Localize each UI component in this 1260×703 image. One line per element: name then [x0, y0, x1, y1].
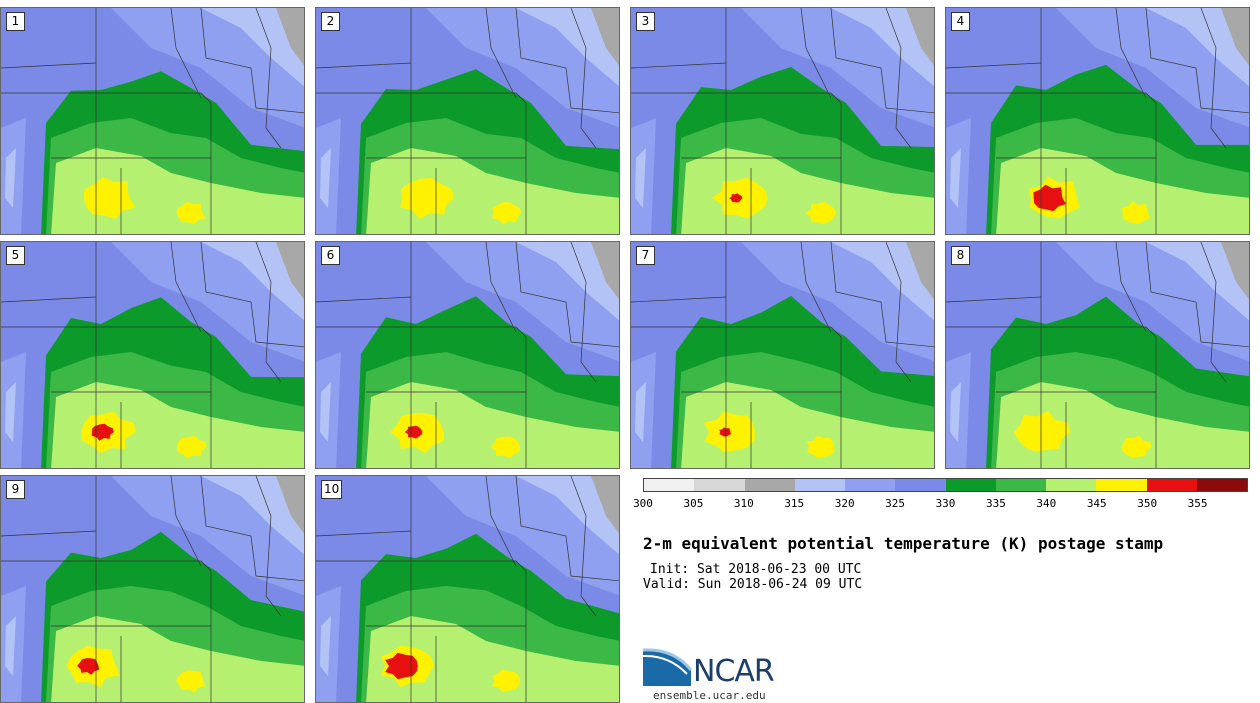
colorbar-swatch: [1046, 479, 1097, 491]
colorbar-swatch: [1146, 479, 1197, 491]
ensemble-member-panel: 10: [315, 475, 620, 703]
member-number-label: 3: [636, 12, 655, 31]
colorbar-tick-label: 330: [935, 497, 956, 510]
member-number-label: 4: [951, 12, 970, 31]
member-number-label: 9: [6, 480, 25, 499]
member-number-label: 8: [951, 246, 970, 265]
member-number-label: 6: [321, 246, 340, 265]
colorbar-tick-label: 350: [1137, 497, 1158, 510]
colorbar-swatch: [995, 479, 1046, 491]
member-number-label: 5: [6, 246, 25, 265]
ensemble-member-panel: 2: [315, 7, 620, 235]
colorbar-swatch: [945, 479, 996, 491]
colorbar-tick-label: 340: [1036, 497, 1057, 510]
colorbar: [643, 478, 1248, 492]
colorbar-tick-label: 335: [985, 497, 1006, 510]
colorbar-tick-label: 305: [683, 497, 704, 510]
member-number-label: 2: [321, 12, 340, 31]
valid-time: Valid: Sun 2018-06-24 09 UTC: [643, 577, 863, 592]
member-number-label: 10: [321, 480, 343, 499]
colorbar-swatch: [694, 479, 745, 491]
ensemble-member-panel: 7: [630, 241, 935, 469]
ensemble-member-panel: 1: [0, 7, 305, 235]
colorbar-tick-label: 320: [834, 497, 855, 510]
ncar-logo-icon: [643, 648, 693, 686]
colorbar-swatch: [1196, 479, 1247, 491]
ensemble-member-panel: 9: [0, 475, 305, 703]
map-title: 2-m equivalent potential temperature (K)…: [643, 534, 1164, 553]
colorbar-swatch: [794, 479, 845, 491]
init-time: Init: Sat 2018-06-23 00 UTC: [650, 562, 862, 577]
colorbar-tick-label: 345: [1086, 497, 1107, 510]
colorbar-tick-label: 310: [733, 497, 754, 510]
colorbar-tick-label: 325: [885, 497, 906, 510]
colorbar-tick-label: 355: [1187, 497, 1208, 510]
colorbar-swatch: [1096, 479, 1147, 491]
ensemble-member-panel: 5: [0, 241, 305, 469]
ensemble-member-panel: 6: [315, 241, 620, 469]
member-number-label: 7: [636, 246, 655, 265]
colorbar-swatch: [644, 479, 695, 491]
colorbar-tick-label: 315: [784, 497, 805, 510]
ensemble-member-panel: 4: [945, 7, 1250, 235]
ncar-logo-text: NCAR: [693, 654, 775, 689]
colorbar-tick-label: 300: [633, 497, 653, 510]
logo-url: ensemble.ucar.edu: [653, 689, 766, 702]
ensemble-member-panel: 8: [945, 241, 1250, 469]
member-number-label: 1: [6, 12, 25, 31]
colorbar-swatch: [895, 479, 946, 491]
colorbar-ticks: 300 305 310 315 320 325 330 335 340 345 350 355: [633, 497, 1248, 511]
colorbar-swatch: [744, 479, 795, 491]
colorbar-swatch: [845, 479, 896, 491]
ensemble-member-panel: 3: [630, 7, 935, 235]
